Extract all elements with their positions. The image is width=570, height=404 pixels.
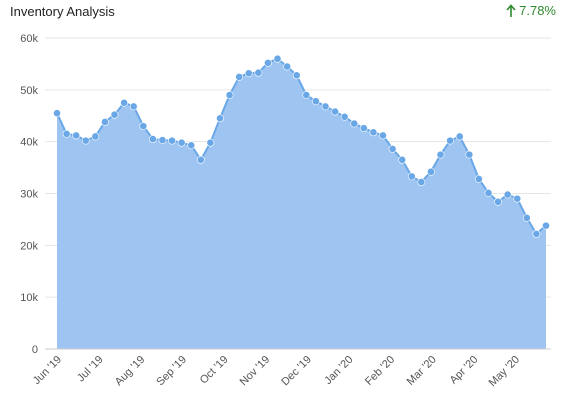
data-point (484, 189, 493, 197)
data-point (264, 58, 272, 67)
data-point (446, 136, 455, 145)
chart-title: Inventory Analysis (10, 4, 115, 19)
x-tick-label: Oct '19 (198, 354, 231, 387)
data-point (494, 197, 502, 206)
data-point (216, 114, 224, 123)
data-point (196, 155, 205, 164)
x-tick-label: Sep '19 (154, 354, 189, 389)
data-point (91, 132, 100, 141)
arrow-up-icon (506, 3, 516, 17)
data-point (244, 69, 253, 78)
data-point (53, 109, 61, 118)
chart-header: Inventory Analysis 7.78% (0, 0, 570, 28)
y-tick-label: 20k (20, 240, 38, 252)
data-point (465, 150, 474, 159)
data-point (417, 178, 426, 186)
x-tick-label: Jul '19 (75, 354, 106, 385)
data-point (254, 68, 263, 77)
data-point (148, 135, 157, 143)
data-point (110, 110, 119, 119)
data-point (292, 71, 301, 80)
data-point (359, 124, 368, 133)
x-tick-label: Dec '19 (279, 354, 314, 389)
data-point (331, 107, 339, 116)
x-tick-label: Mar '20 (405, 354, 439, 388)
x-tick-label: Nov '19 (238, 354, 273, 389)
data-point (388, 145, 397, 153)
data-point (350, 119, 359, 128)
data-point (302, 91, 311, 99)
data-point (340, 112, 349, 121)
data-point (101, 118, 109, 126)
data-point (62, 129, 71, 138)
data-point (321, 102, 330, 111)
data-point (542, 221, 550, 230)
y-tick-label: 10k (20, 292, 38, 304)
data-point (177, 138, 186, 147)
data-point (206, 138, 215, 147)
data-point (273, 54, 282, 63)
data-point (474, 175, 483, 183)
data-point (129, 102, 138, 111)
data-point (522, 213, 531, 222)
x-tick-label: May '20 (487, 354, 522, 389)
area-fill (57, 58, 546, 349)
y-tick-label: 50k (20, 85, 38, 97)
data-point (532, 230, 541, 238)
data-point (369, 128, 378, 137)
y-tick-label: 60k (20, 33, 38, 45)
data-point (427, 167, 435, 176)
data-point (187, 141, 196, 150)
data-point (225, 91, 234, 99)
data-point (235, 72, 244, 81)
series-line (56, 57, 547, 236)
x-tick-label: Feb '20 (363, 354, 397, 388)
data-point (168, 136, 176, 145)
data-point (81, 136, 90, 145)
data-point (158, 136, 167, 145)
y-tick-label: 30k (20, 189, 38, 201)
y-tick-label: 40k (20, 137, 38, 149)
data-point (120, 98, 129, 107)
data-point (72, 131, 81, 140)
x-tick-label: Jun '19 (31, 354, 64, 387)
data-point (379, 131, 387, 140)
x-tick-label: Aug '19 (113, 354, 148, 389)
data-point (139, 122, 148, 131)
x-tick-label: Jan '20 (322, 354, 355, 387)
data-point (436, 150, 445, 159)
change-value: 7.78% (519, 3, 556, 18)
data-point (513, 194, 522, 203)
change-indicator: 7.78% (506, 3, 556, 18)
x-tick-label: Apr '20 (448, 354, 481, 387)
data-point (398, 155, 407, 164)
data-point (455, 132, 464, 141)
data-point (311, 97, 320, 106)
y-tick-label: 0 (32, 344, 38, 356)
data-point (283, 62, 292, 71)
data-point (407, 172, 416, 181)
data-point (503, 190, 512, 199)
